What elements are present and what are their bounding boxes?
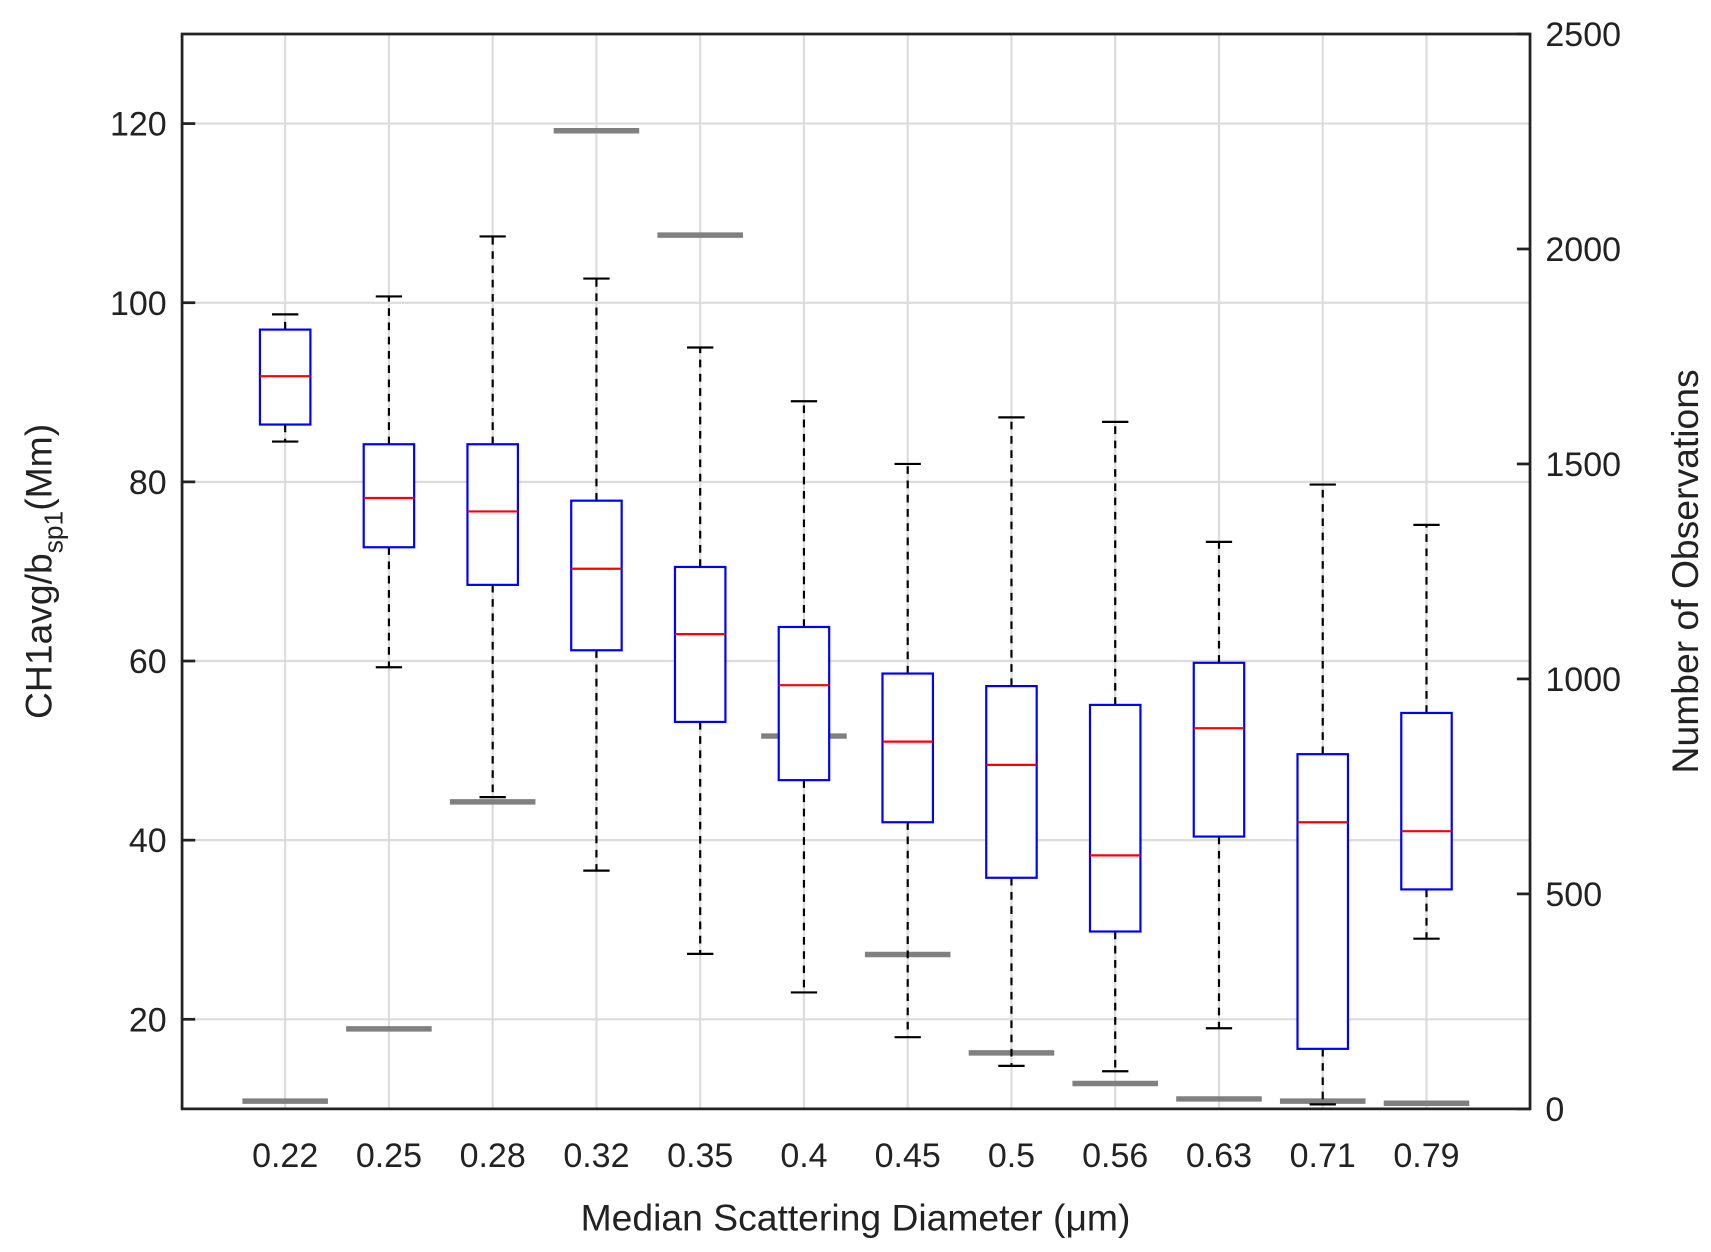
x-tick-label: 0.45	[875, 1137, 941, 1175]
y-axis-label: CH1avg/bsp1(Mm)	[18, 424, 69, 719]
y2-axis-label: Number of Observations	[1664, 369, 1706, 773]
x-tick-label: 0.25	[356, 1137, 422, 1175]
y-tick-label: 80	[129, 464, 167, 502]
x-tick-label: 0.22	[252, 1137, 318, 1175]
box	[1088, 703, 1142, 933]
y2-tick-label: 1500	[1545, 446, 1621, 484]
y-tick-label: 100	[110, 285, 167, 323]
box	[1296, 753, 1350, 1050]
x-tick-label: 0.28	[460, 1137, 526, 1175]
x-tick-label: 0.35	[667, 1137, 733, 1175]
boxes	[258, 235, 1453, 1106]
y2-tick-label: 500	[1545, 876, 1602, 914]
box	[466, 443, 520, 586]
box	[362, 443, 416, 549]
observation-counts	[242, 127, 1470, 1106]
y-tick-label: 40	[129, 822, 167, 860]
x-tick-label: 0.79	[1393, 1137, 1459, 1175]
y2-tick-label: 2000	[1545, 231, 1621, 269]
x-tick-label: 0.63	[1186, 1137, 1252, 1175]
x-tick-label: 0.4	[780, 1137, 827, 1175]
y-tick-label: 120	[110, 106, 167, 144]
box	[777, 625, 831, 782]
x-tick-label: 0.5	[988, 1137, 1035, 1175]
x-tick-label: 0.56	[1082, 1137, 1148, 1175]
x-tick-label: 0.32	[563, 1137, 629, 1175]
y-tick-label: 60	[129, 643, 167, 681]
y2-tick-label: 0	[1545, 1091, 1564, 1129]
x-tick-label: 0.71	[1290, 1137, 1356, 1175]
ticks: 20 40 60 80 100 120 0 500 1000 1500 2000 2500 0.22 0.…	[110, 16, 1621, 1175]
box	[1400, 711, 1453, 891]
box	[570, 499, 623, 652]
box	[985, 684, 1038, 879]
box	[673, 565, 727, 724]
y-tick-label: 20	[129, 1001, 167, 1039]
box	[1192, 661, 1246, 838]
y2-tick-label: 1000	[1545, 661, 1621, 699]
plot-frame	[180, 32, 1532, 1111]
box	[881, 672, 935, 824]
x-axis-label: Median Scattering Diameter (μm)	[581, 1197, 1131, 1239]
y2-tick-label: 2500	[1545, 16, 1621, 54]
